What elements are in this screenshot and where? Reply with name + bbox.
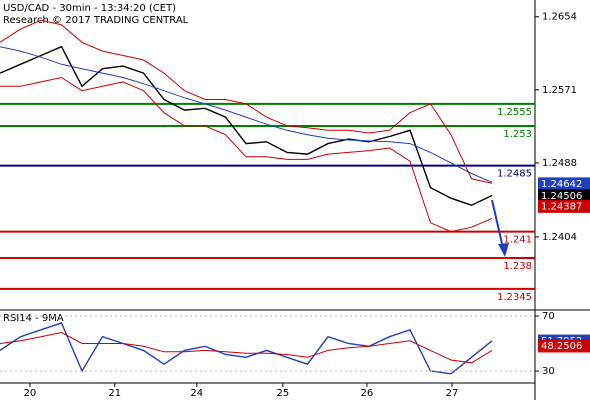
price-tag-label: 48.2506: [541, 341, 582, 352]
x-tick-label: 27: [446, 388, 459, 399]
price-tag: [538, 339, 590, 353]
price-tag-label: 1.24387: [541, 201, 582, 212]
level-label: 1.253: [503, 129, 532, 140]
rsi-title: RSI14 - 9MA: [3, 313, 64, 324]
price-tag: [538, 177, 590, 191]
y-tick-label: 70: [542, 311, 555, 322]
x-tick-label: 24: [190, 388, 203, 399]
x-tick-label: 21: [108, 388, 121, 399]
y-tick-label: 1.2571: [542, 85, 577, 96]
series-line: [0, 331, 493, 364]
level-label: 1.2345: [497, 292, 532, 303]
series-line: [0, 19, 493, 184]
forecast-arrow: [491, 199, 509, 257]
level-label: 1.241: [503, 235, 532, 246]
x-tick-label: 26: [361, 388, 374, 399]
price-tag-label: 1.24642: [541, 179, 582, 190]
chart-title: USD/CAD - 30min - 13:34:20 (CET): [3, 3, 176, 14]
chart-subtitle: Research © 2017 TRADING CENTRAL: [3, 15, 189, 26]
price-tag: [538, 199, 590, 213]
level-label: 1.2485: [497, 169, 532, 180]
level-label: 1.238: [503, 261, 532, 272]
y-tick-label: 1.2404: [542, 232, 577, 243]
x-tick-label: 20: [24, 388, 37, 399]
level-label: 1.2555: [497, 107, 532, 118]
series-line: [0, 76, 493, 233]
y-tick-label: 30: [542, 366, 555, 377]
series-line: [0, 46, 493, 183]
price-tag-label: 1.24506: [541, 191, 582, 202]
y-tick-label: 1.2654: [542, 12, 577, 23]
series-line: [0, 45, 493, 206]
x-tick-label: 25: [277, 388, 290, 399]
y-tick-label: 1.2488: [542, 158, 577, 169]
price-tag: [538, 189, 590, 203]
